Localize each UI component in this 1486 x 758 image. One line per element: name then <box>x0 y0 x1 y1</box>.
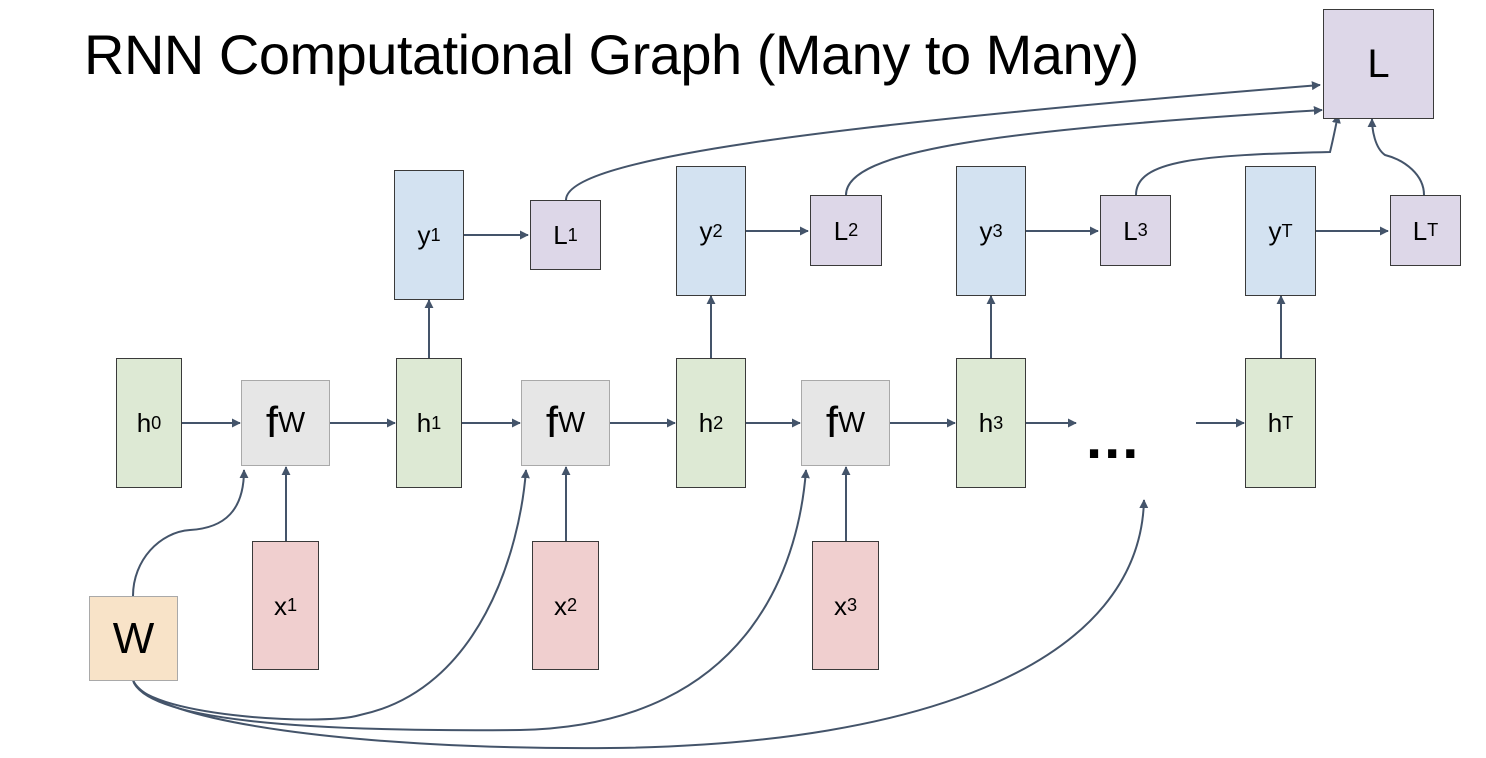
node-label: x <box>553 590 567 621</box>
node-label: h <box>136 408 152 438</box>
node-subscript: 3 <box>992 220 1003 241</box>
edge-W-f1 <box>132 469 249 597</box>
edge-W-ellipsis <box>132 499 1149 750</box>
node-label: x <box>273 590 287 621</box>
node-subscript: W <box>558 406 586 439</box>
edge-L2-L <box>845 106 1323 196</box>
node-label: L <box>833 215 849 246</box>
node-subscript: 2 <box>712 220 723 241</box>
node-label: h <box>416 408 432 438</box>
node-subscript: W <box>838 406 866 439</box>
node-label: h <box>978 408 994 438</box>
node-label: f <box>545 398 559 447</box>
node-subscript: 1 <box>430 224 441 245</box>
node-subscript: 3 <box>993 412 1004 433</box>
total-loss-L: L <box>1323 9 1434 119</box>
edge-L3-L <box>1135 114 1341 196</box>
node-label: h <box>1267 408 1283 438</box>
edge-LT-L <box>1367 118 1425 196</box>
weights-W: W <box>89 596 178 681</box>
node-subscript: T <box>1282 412 1294 433</box>
node-label: L <box>1412 215 1428 246</box>
node-label: L <box>1123 215 1138 246</box>
ellipsis: ... <box>1086 406 1141 471</box>
node-subscript: 3 <box>846 595 858 616</box>
node-label: y <box>1268 216 1282 246</box>
node-subscript: 2 <box>713 412 724 433</box>
node-label: W <box>112 613 155 663</box>
node-label: y <box>979 216 993 246</box>
edge-W-f2 <box>132 469 530 721</box>
node-label: f <box>265 398 279 447</box>
node-label: L <box>553 220 568 250</box>
page-title: RNN Computational Graph (Many to Many) <box>84 23 1139 86</box>
node-subscript: W <box>278 406 306 439</box>
node-subscript: 2 <box>848 220 859 241</box>
node-subscript: 1 <box>286 595 298 616</box>
edge-L1-L <box>565 81 1321 201</box>
node-subscript: T <box>1427 220 1439 241</box>
node-label: y <box>417 220 431 250</box>
node-label: h <box>698 408 714 438</box>
node-subscript: 1 <box>567 224 578 245</box>
node-subscript: 3 <box>1137 220 1148 241</box>
node-subscript: 1 <box>431 412 442 433</box>
node-label: y <box>699 216 713 246</box>
node-label: f <box>825 398 839 447</box>
node-label: x <box>833 590 847 621</box>
node-subscript: 0 <box>151 412 162 433</box>
node-label: L <box>1367 42 1390 86</box>
node-subscript: T <box>1281 220 1293 241</box>
node-subscript: 2 <box>566 595 578 616</box>
